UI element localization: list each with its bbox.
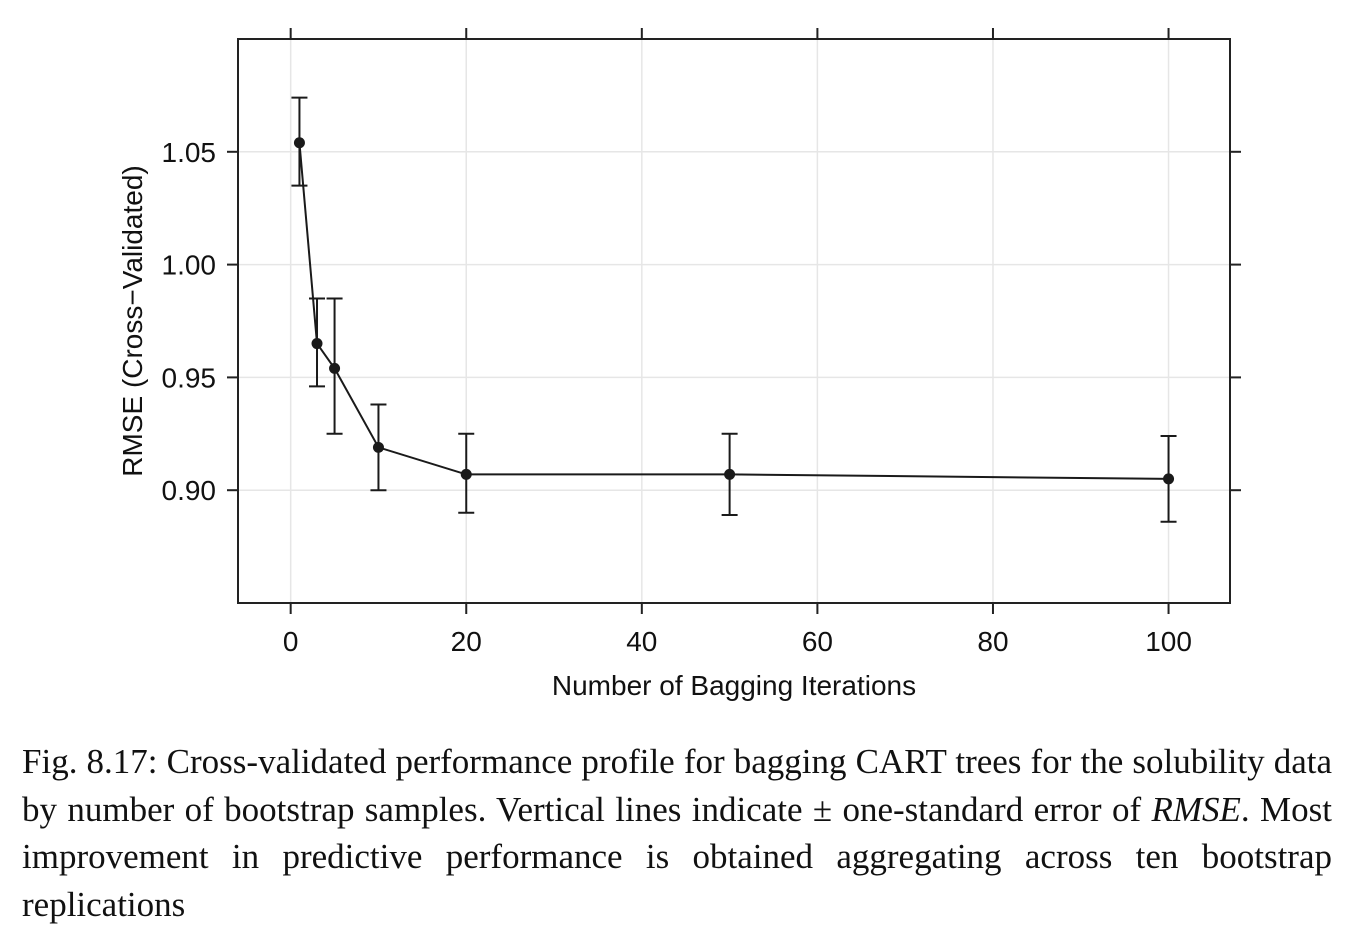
grid-lines: [238, 39, 1230, 603]
x-tick-label: 20: [451, 626, 482, 657]
error-bars: [291, 96, 1177, 523]
data-point: [293, 137, 305, 149]
data-point: [460, 468, 472, 480]
caption-text-after: . Most improvement in predictive perform…: [22, 789, 1332, 924]
x-tick-label: 80: [977, 626, 1008, 657]
data-point: [724, 468, 736, 480]
x-tick-label: 60: [802, 626, 833, 657]
caption-text-before: Cross-validated performance profile for …: [22, 742, 1333, 829]
caption-label: Fig. 8.17:: [22, 742, 158, 781]
x-tick-label: 40: [626, 626, 657, 657]
data-point: [1163, 473, 1175, 485]
data-point: [329, 362, 341, 374]
plot-frame: [237, 38, 1231, 604]
y-tick-label: 1.00: [162, 250, 217, 281]
caption-math: RMSE: [1151, 789, 1241, 829]
x-axis-title: Number of Bagging Iterations: [552, 670, 916, 701]
data-point: [372, 441, 384, 453]
series-line: [298, 142, 1169, 480]
data-points: [293, 137, 1175, 485]
x-tick-label: 0: [283, 626, 299, 657]
y-tick-label: 1.05: [162, 137, 217, 168]
data-point: [311, 338, 323, 350]
x-tick-label: 100: [1145, 626, 1192, 657]
figure-caption: Fig. 8.17: Cross-validated performance p…: [22, 738, 1332, 928]
bagging-rmse-chart: 0 20 40 60 80 100 0.90 0.95 1.00 1.05 Number of B…: [117, 28, 1241, 701]
y-axis-title: RMSE (Cross−Validated): [117, 165, 148, 476]
y-tick-label: 0.95: [162, 362, 217, 393]
axis-ticks: 0 20 40 60 80 100 0.90 0.95 1.00 1.05: [162, 28, 1241, 657]
y-tick-label: 0.90: [162, 475, 217, 506]
